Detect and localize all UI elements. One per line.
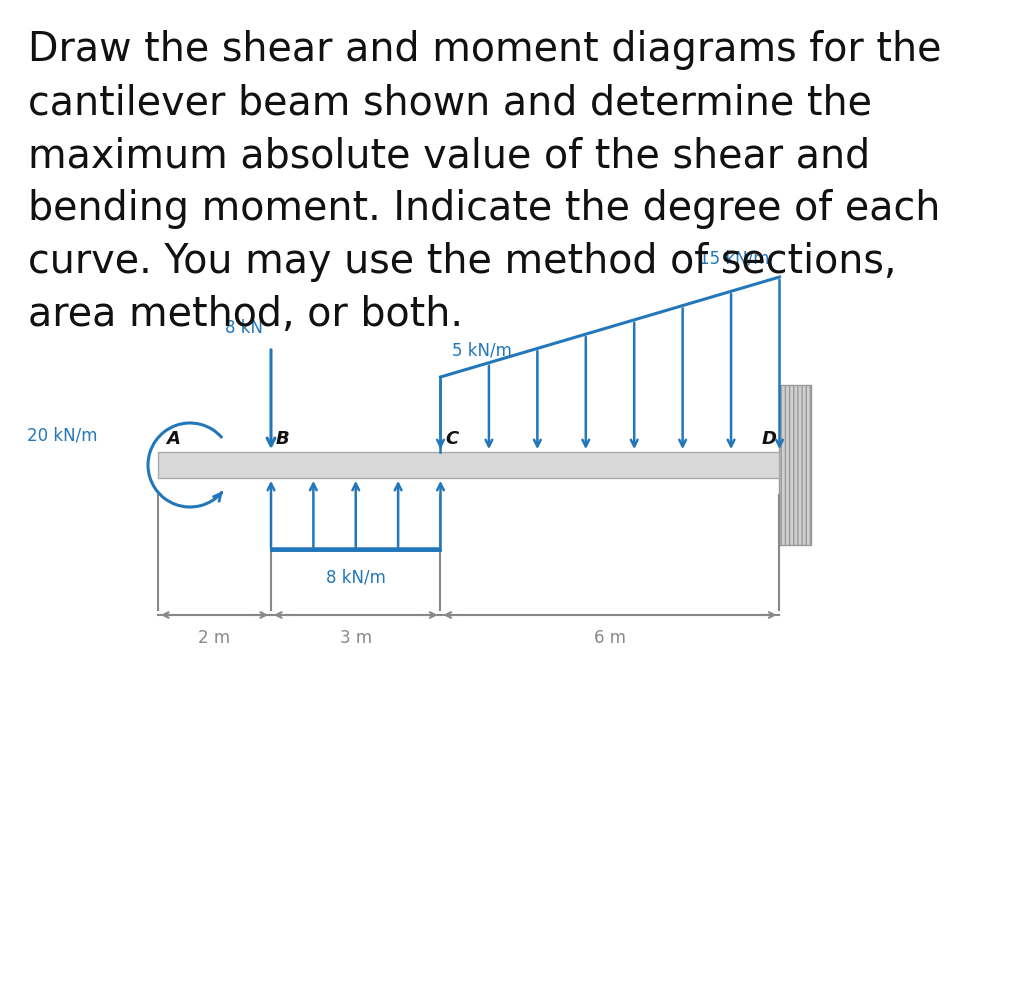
Text: 3 m: 3 m — [340, 629, 371, 647]
Text: 20 kN/m: 20 kN/m — [27, 426, 98, 444]
Text: 6 m: 6 m — [593, 629, 626, 647]
Text: 2 m: 2 m — [198, 629, 231, 647]
Bar — [778, 385, 811, 545]
Text: B: B — [276, 430, 289, 448]
Text: A: A — [166, 430, 180, 448]
Text: 8 kN/m: 8 kN/m — [326, 568, 385, 586]
Text: 5 kN/m: 5 kN/m — [452, 341, 512, 359]
Text: 15 kN/m: 15 kN/m — [699, 249, 768, 267]
Text: Draw the shear and moment diagrams for the
cantilever beam shown and determine t: Draw the shear and moment diagrams for t… — [28, 30, 940, 335]
Text: 8 kN: 8 kN — [224, 319, 263, 337]
Text: C: C — [445, 430, 458, 448]
Text: D: D — [760, 430, 775, 448]
Bar — [158, 452, 778, 478]
